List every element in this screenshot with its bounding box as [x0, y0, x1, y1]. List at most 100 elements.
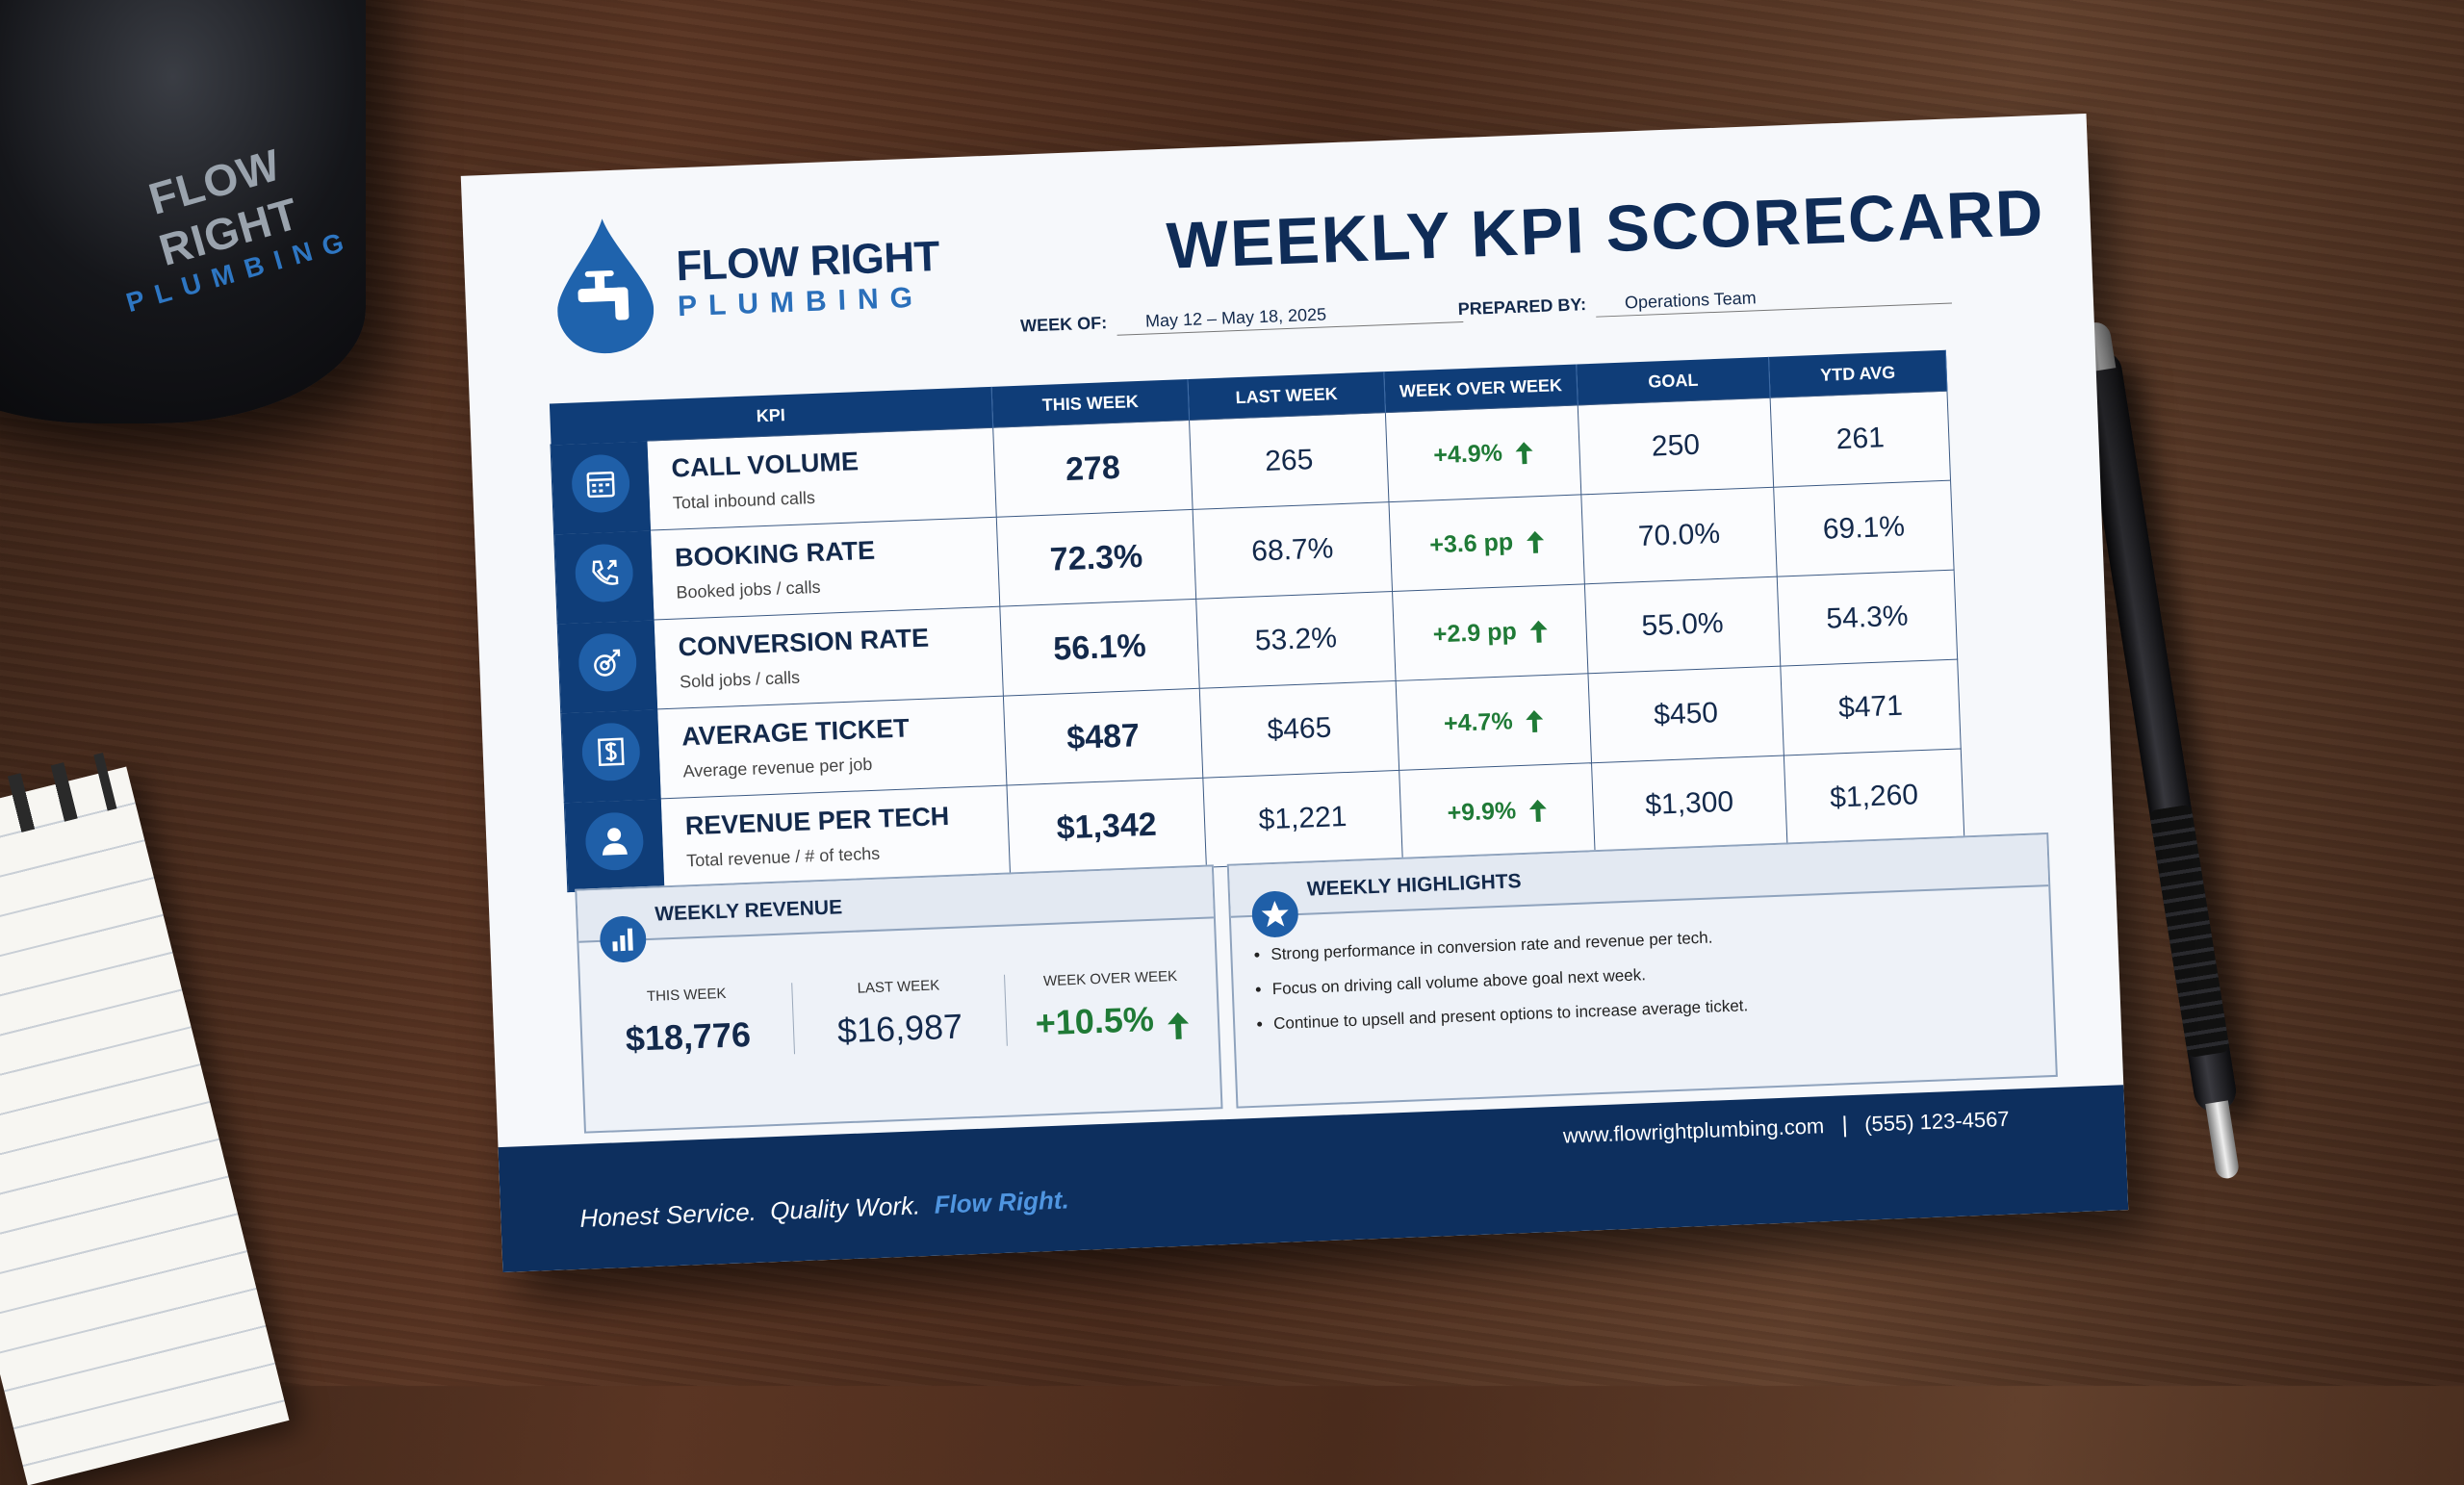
up-arrow	[1527, 530, 1545, 553]
revenue-panel: WEEKLY REVENUE THIS WEEK $18,776 LAST WEE…	[575, 864, 1223, 1134]
mug-brand: FLOW RIGHT PLUMBING	[73, 118, 378, 325]
up-arrow	[1167, 1011, 1189, 1039]
ytd-avg: 54.3%	[1777, 570, 1958, 667]
kpi-icon-cell	[560, 708, 661, 803]
desk-scene: {"mug": {"name": "FLOW RIGHT", "sub": "P…	[0, 0, 2464, 1386]
table-body: CALL VOLUME Total inbound calls 278 265 +4.9…	[551, 391, 1964, 892]
kpi-desc: Booked jobs / calls	[676, 576, 821, 602]
kpi-row: AVERAGE TICKET Average revenue per job $48…	[560, 659, 1962, 803]
week-of-label: WEEK OF:	[1019, 313, 1108, 336]
week-of-value: May 12 – May 18, 2025	[1116, 299, 1464, 336]
highlights-header: WEEKLY HIGHLIGHTS	[1228, 834, 2049, 937]
kpi-icon	[571, 454, 629, 513]
kpi-row: BOOKING RATE Booked jobs / calls 72.3% 68.7…	[553, 480, 1955, 624]
kpi-table: KPI THIS WEEK LAST WEEK WEEK OVER WEEK GOAL Y…	[549, 349, 1964, 892]
last-week: 53.2%	[1195, 591, 1397, 689]
contact: www.flowrightplumbing.com (555) 123-4567	[1562, 1107, 2010, 1149]
kpi-icon	[578, 633, 636, 692]
kpi-name-cell: CALL VOLUME Total inbound calls	[646, 427, 997, 531]
value: $18,776	[625, 1013, 752, 1059]
up-arrow	[1529, 799, 1548, 822]
goal: $450	[1587, 666, 1784, 763]
kpi-name-cell: CONVERSION RATE Sold jobs / calls	[654, 606, 1004, 709]
highlights-list: Strong performance in conversion rate an…	[1270, 915, 2053, 1034]
week-over-week: +3.6 pp	[1428, 527, 1514, 558]
value: $16,987	[836, 1006, 963, 1051]
revenue-wow: WEEK OVER WEEK +10.5%	[1005, 966, 1219, 1045]
week-over-week: +4.9%	[1432, 439, 1503, 469]
week-of: WEEK OF: May 12 – May 18, 2025	[1020, 299, 1464, 340]
coffee-mug: FLOW RIGHT PLUMBING	[0, 0, 366, 423]
kpi-name: REVENUE PER TECH	[684, 801, 950, 840]
kpi-icon-cell	[557, 620, 657, 713]
this-week: 72.3%	[996, 509, 1196, 607]
tagline-2: Quality Work.	[769, 1191, 921, 1226]
phone: (555) 123-4567	[1863, 1106, 2011, 1137]
week-over-week-cell: +3.6 pp	[1388, 494, 1585, 592]
this-week: $1,342	[1006, 778, 1207, 875]
kpi-name-cell: REVENUE PER TECH Total revenue / # of tec…	[660, 785, 1011, 888]
prepared-by: PREPARED BY: Operations Team	[1457, 280, 1953, 322]
week-over-week-cell: +4.7%	[1396, 673, 1592, 771]
highlights-title: WEEKLY HIGHLIGHTS	[1306, 870, 1522, 901]
kpi-row: CONVERSION RATE Sold jobs / calls 56.1% 53.…	[557, 570, 1958, 713]
revenue-title: WEEKLY REVENUE	[654, 896, 843, 926]
revenue-values: THIS WEEK $18,776 LAST WEEK $16,987 WEEK O…	[578, 918, 1219, 1063]
highlights-panel: WEEKLY HIGHLIGHTS Strong performance in …	[1226, 832, 2058, 1109]
label: WEEK OVER WEEK	[1042, 967, 1178, 990]
kpi-desc: Sold jobs / calls	[679, 667, 801, 692]
ytd-avg: 69.1%	[1773, 480, 1955, 577]
revenue-icon	[600, 915, 647, 962]
last-week: $1,221	[1202, 770, 1403, 868]
week-over-week-cell: +9.9%	[1399, 762, 1596, 860]
ytd-avg: 261	[1770, 391, 1951, 488]
logo-drop	[557, 218, 654, 354]
kpi-desc: Total inbound calls	[672, 487, 816, 513]
week-over-week-cell: +4.9%	[1385, 404, 1581, 502]
kpi-row: CALL VOLUME Total inbound calls 278 265 +4.9…	[551, 391, 1951, 534]
kpi-icon-cell	[564, 798, 664, 892]
column-header: YTD AVG	[1768, 349, 1947, 398]
prepared-by-label: PREPARED BY:	[1457, 294, 1587, 320]
kpi-name: CONVERSION RATE	[678, 623, 930, 662]
kpi-name-cell: AVERAGE TICKET Average revenue per job	[656, 696, 1007, 799]
kpi-row: REVENUE PER TECH Total revenue / # of tec…	[564, 748, 1964, 892]
title: WEEKLY KPI SCORECARD	[1165, 175, 2046, 283]
this-week: $487	[1003, 688, 1203, 786]
last-week: 68.7%	[1193, 501, 1393, 600]
week-over-week: +4.7%	[1443, 706, 1514, 737]
kpi-icon	[581, 723, 640, 781]
tagline-3: Flow Right.	[934, 1185, 1070, 1219]
kpi-name-cell: BOOKING RATE Booked jobs / calls	[650, 517, 1000, 621]
kpi-name: CALL VOLUME	[670, 446, 860, 483]
this-week: 56.1%	[999, 599, 1200, 697]
kpi-icon	[575, 544, 633, 602]
kpi-icon-cell	[553, 530, 654, 624]
website: www.flowrightplumbing.com	[1562, 1114, 1825, 1148]
week-over-week: +9.9%	[1447, 796, 1517, 827]
label: THIS WEEK	[646, 985, 727, 1006]
label: LAST WEEK	[857, 977, 940, 997]
revenue-this: THIS WEEK $18,776	[580, 983, 796, 1063]
value: +10.5%	[1034, 998, 1155, 1043]
tagline: Honest Service. Quality Work. Flow Right…	[579, 1185, 1069, 1233]
scorecard-sheet: FLOW RIGHT PLUMBING WEEKLY KPI SCORECARD…	[460, 113, 2129, 1273]
goal: $1,300	[1591, 755, 1787, 853]
goal: 55.0%	[1584, 576, 1781, 674]
last-week: $465	[1199, 680, 1399, 779]
brand: FLOW RIGHT PLUMBING	[676, 233, 942, 323]
up-arrow	[1529, 620, 1548, 643]
prepared-by-value: Operations Team	[1595, 280, 1953, 318]
goal: 250	[1578, 397, 1774, 495]
last-week: 265	[1189, 412, 1389, 510]
ytd-avg: $1,260	[1784, 748, 1964, 845]
kpi-desc: Total revenue / # of techs	[685, 843, 881, 870]
star-icon	[1251, 890, 1298, 937]
kpi-desc: Average revenue per job	[682, 754, 873, 781]
separator	[1842, 1115, 1846, 1138]
this-week: 278	[992, 420, 1194, 518]
up-arrow	[1526, 709, 1544, 732]
up-arrow	[1515, 442, 1533, 465]
goal: 70.0%	[1580, 487, 1778, 584]
revenue-header: WEEKLY REVENUE	[577, 866, 1214, 962]
